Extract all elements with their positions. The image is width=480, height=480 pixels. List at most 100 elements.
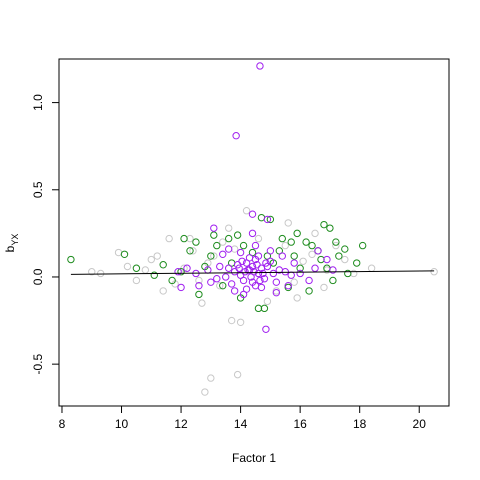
point-green-28 <box>305 287 313 295</box>
point-green-12 <box>278 234 286 243</box>
point-green-6 <box>210 231 218 239</box>
y-axis-title: bYX <box>3 234 20 253</box>
point-purple-4 <box>262 325 270 333</box>
point-grey-18 <box>147 255 155 264</box>
point-green-8 <box>233 231 242 239</box>
point-grey-43 <box>308 250 316 258</box>
point-purple-56 <box>241 268 249 276</box>
point-green-19 <box>341 245 349 253</box>
y-tick-label-2: 0.5 <box>31 181 45 198</box>
point-grey-9 <box>165 234 173 243</box>
point-purple-8 <box>195 281 203 290</box>
point-green-41 <box>296 264 304 272</box>
point-grey-7 <box>224 224 233 232</box>
point-grey-11 <box>96 269 105 278</box>
point-purple-53 <box>259 269 267 278</box>
point-purple-55 <box>256 276 264 285</box>
point-purple-26 <box>222 273 230 281</box>
point-green-37 <box>186 247 194 255</box>
point-grey-38 <box>141 266 150 274</box>
point-green-10 <box>257 213 266 222</box>
point-green-26 <box>260 304 269 313</box>
point-purple-1 <box>232 132 240 140</box>
point-grey-6 <box>242 207 251 215</box>
point-grey-13 <box>123 262 132 271</box>
point-purple-30 <box>287 271 295 279</box>
point-purple-46 <box>311 264 319 272</box>
point-purple-21 <box>260 275 269 283</box>
x-tick-label-0: 8 <box>59 417 66 431</box>
y-tick-label-1: 0.0 <box>31 268 45 285</box>
point-purple-5 <box>210 224 218 232</box>
point-purple-59 <box>238 257 246 265</box>
x-tick-label-6: 20 <box>413 417 427 431</box>
point-green-11 <box>266 215 275 224</box>
point-green-16 <box>320 220 328 229</box>
point-purple-68 <box>272 288 281 297</box>
point-green-0 <box>67 255 75 264</box>
point-green-3 <box>159 261 167 269</box>
x-tick-label-2: 12 <box>174 417 188 431</box>
point-grey-21 <box>293 294 301 302</box>
point-grey-31 <box>299 257 307 265</box>
y-tick-label-0: -0.5 <box>31 353 45 374</box>
point-purple-38 <box>290 259 298 267</box>
point-purple-52 <box>247 273 255 281</box>
point-grey-22 <box>320 283 328 292</box>
point-green-36 <box>344 269 352 278</box>
point-purple-65 <box>266 247 275 255</box>
point-green-25 <box>254 304 263 313</box>
x-axis-title: Factor 1 <box>232 451 276 465</box>
point-grey-26 <box>195 276 203 285</box>
x-tick-label-4: 16 <box>293 417 307 431</box>
points-layer <box>67 62 438 396</box>
point-grey-4 <box>236 318 245 327</box>
trend-line <box>70 270 435 275</box>
point-grey-1 <box>201 388 209 396</box>
point-green-42 <box>335 252 343 260</box>
x-tick-label-1: 10 <box>115 417 129 431</box>
point-grey-12 <box>88 268 96 276</box>
x-tick-label-5: 18 <box>353 417 367 431</box>
point-green-18 <box>332 238 340 246</box>
point-grey-44 <box>153 252 161 260</box>
point-grey-30 <box>281 241 289 250</box>
point-green-5 <box>192 238 200 246</box>
point-purple-27 <box>281 268 289 276</box>
point-green-7 <box>224 234 233 243</box>
point-green-2 <box>132 264 141 272</box>
y-axis-title-main: b <box>3 245 17 252</box>
point-grey-20 <box>159 287 167 295</box>
x-tick-label-3: 14 <box>234 417 248 431</box>
point-purple-34 <box>272 278 281 286</box>
point-green-32 <box>207 252 215 260</box>
point-green-15 <box>308 241 316 250</box>
point-green-4 <box>180 234 188 243</box>
point-grey-39 <box>189 247 197 255</box>
point-green-47 <box>317 255 325 264</box>
point-grey-17 <box>186 234 194 243</box>
point-grey-42 <box>290 278 298 286</box>
point-purple-60 <box>329 266 337 274</box>
point-purple-3 <box>248 210 257 218</box>
point-purple-37 <box>213 275 221 283</box>
point-grey-5 <box>198 299 206 307</box>
point-grey-15 <box>332 241 340 250</box>
point-green-20 <box>353 259 361 267</box>
point-purple-48 <box>284 281 292 290</box>
point-purple-66 <box>251 241 260 250</box>
point-purple-6 <box>248 229 257 238</box>
point-purple-31 <box>263 262 272 271</box>
point-grey-8 <box>284 219 292 227</box>
point-purple-64 <box>224 245 233 253</box>
point-purple-16 <box>269 269 278 278</box>
point-green-22 <box>195 290 203 299</box>
point-grey-41 <box>219 238 227 246</box>
point-grey-14 <box>367 264 376 272</box>
point-purple-25 <box>248 278 257 286</box>
point-purple-33 <box>245 254 254 262</box>
point-grey-28 <box>216 281 224 290</box>
point-grey-16 <box>311 229 319 238</box>
point-purple-22 <box>239 276 248 285</box>
